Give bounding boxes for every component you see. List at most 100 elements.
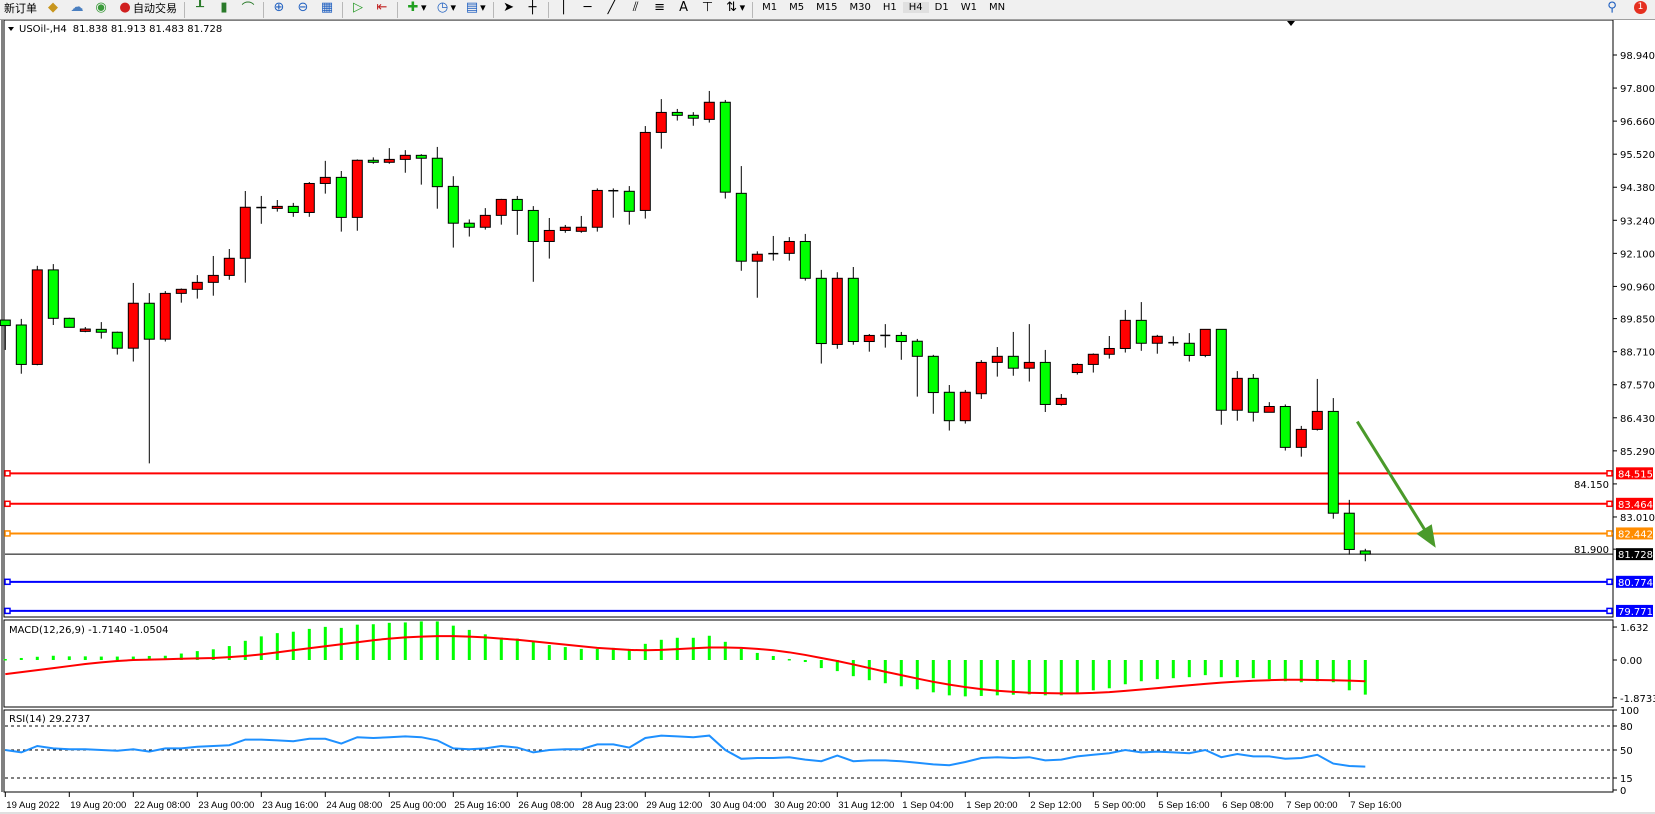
price-tick-label: 96.660 (1620, 117, 1655, 128)
text-button[interactable]: A (672, 0, 696, 17)
candle (367, 157, 379, 164)
macd-histogram-bar (643, 643, 647, 660)
tile-windows-button[interactable]: ▦ (315, 0, 339, 17)
time-tick-label: 30 Aug 04:00 (710, 800, 766, 811)
timeframe-m30[interactable]: M30 (849, 2, 871, 13)
trendline-button[interactable]: ╱ (600, 0, 624, 17)
zoom-out-button[interactable]: ⊖ (291, 0, 315, 17)
templates-button[interactable]: ▤ ▾ (460, 0, 490, 17)
timeframe-w1[interactable]: W1 (960, 2, 977, 13)
candle-body (1103, 347, 1115, 355)
timeframe-m1[interactable]: M1 (762, 2, 778, 13)
new-order-button[interactable]: 新订单 (0, 0, 41, 17)
candle (1103, 336, 1115, 359)
candle-body (223, 257, 235, 276)
candle-body (575, 226, 587, 232)
timeframe-m15[interactable]: M15 (816, 2, 838, 13)
candle-body (47, 269, 59, 319)
candle-body (1039, 361, 1051, 405)
macd-histogram-bar (1091, 660, 1095, 691)
candle-body (1295, 428, 1307, 448)
indicators-button[interactable]: ✚ ▾ (401, 0, 431, 17)
candle (351, 159, 363, 231)
candle (415, 154, 427, 185)
bar-chart-button[interactable]: ┸ (188, 0, 212, 17)
candle (0, 319, 11, 350)
metaeditor-button[interactable]: ☁ (65, 0, 89, 17)
candle (1199, 328, 1211, 358)
search-icon[interactable]: ⚲ (1607, 0, 1617, 15)
candle-body (1327, 410, 1339, 514)
candle-body (959, 391, 971, 422)
candle-body (383, 158, 395, 163)
line-chart-button[interactable]: ⌒ (236, 0, 260, 17)
candlestick-button[interactable]: ▮ (212, 0, 236, 17)
macd-histogram-bar (147, 655, 151, 660)
candle (287, 202, 299, 217)
candle (511, 195, 523, 235)
auto-scroll-button[interactable]: ▷ (346, 0, 370, 17)
chart-shift-button[interactable]: ⇤ (370, 0, 394, 17)
macd-histogram-bar (579, 648, 583, 660)
macd-histogram-bar (819, 660, 823, 669)
candle (895, 331, 907, 360)
macd-histogram-bar (595, 648, 599, 660)
vertical-line-icon: │ (559, 0, 568, 15)
level-handle-right (1606, 607, 1613, 615)
macd-histogram-bar (323, 626, 327, 660)
candle (608, 188, 619, 218)
auto-trading-button[interactable]: ● 自动交易 (113, 0, 181, 17)
price-tick-label: 89.850 (1620, 315, 1655, 326)
zoom-in-button[interactable]: ⊕ (267, 0, 291, 17)
candle-body (1359, 550, 1371, 555)
macd-histogram-bar (1203, 660, 1207, 676)
timeframe-mn[interactable]: MN (988, 2, 1006, 13)
fibonacci-button[interactable]: ≡ (648, 0, 672, 17)
candle-body (559, 226, 571, 231)
horizontal-line-button[interactable]: ─ (576, 0, 600, 17)
text-label-button[interactable]: ⊤ (696, 0, 720, 17)
macd-histogram-bar (563, 647, 567, 660)
fibonacci-icon: ≡ (654, 0, 666, 15)
time-tick-label: 30 Aug 20:00 (774, 800, 830, 811)
vertical-line-button[interactable]: │ (552, 0, 576, 17)
candle (31, 265, 43, 366)
level-handle-left (4, 607, 11, 615)
candle (223, 249, 235, 280)
macd-histogram-bar (867, 660, 871, 681)
macd-histogram-bar (115, 656, 119, 660)
rsi-line (5, 734, 1366, 768)
signals-button[interactable]: ◉ (89, 0, 113, 17)
time-tick-label: 19 Aug 2022 (6, 800, 59, 811)
macd-histogram-bar (371, 624, 375, 660)
equidistant-channel-button[interactable]: ⫽ (624, 0, 648, 17)
chart-shift-marker-icon (1287, 21, 1295, 26)
macd-histogram-bar (291, 631, 295, 660)
timeframe-d1[interactable]: D1 (934, 2, 949, 13)
macd-histogram-bar (83, 656, 87, 660)
timeframe-m5[interactable]: M5 (789, 2, 805, 13)
time-tick-label: 25 Aug 00:00 (390, 800, 446, 811)
trend-arrow-shaft (1356, 420, 1431, 539)
timeframe-h4[interactable]: H4 (902, 2, 929, 13)
level-price-label: 83.464 (1618, 500, 1653, 511)
candle-body (191, 281, 203, 290)
macd-histogram-bar (1123, 660, 1127, 685)
candle-body (751, 253, 763, 262)
periods-button[interactable]: ◷ ▾ (431, 0, 461, 17)
candle-body (1007, 355, 1019, 369)
arrows-button[interactable]: ⇅ ▾ (720, 0, 750, 17)
dropdown-arrow-icon: ▾ (421, 1, 427, 14)
timeframe-h1[interactable]: H1 (882, 2, 897, 13)
tile-windows-icon: ▦ (320, 0, 334, 15)
notification-badge[interactable]: 1 (1634, 1, 1647, 14)
market-watch-button[interactable]: ◆ (41, 0, 65, 17)
candle-body (991, 355, 1003, 363)
time-tick-label: 22 Aug 08:00 (134, 800, 190, 811)
candle-body (703, 101, 715, 120)
cursor-button[interactable]: ➤ (497, 0, 521, 17)
candle-body (895, 334, 907, 343)
signal-icon: ◉ (95, 0, 107, 15)
crosshair-button[interactable]: ┼ (521, 0, 545, 17)
